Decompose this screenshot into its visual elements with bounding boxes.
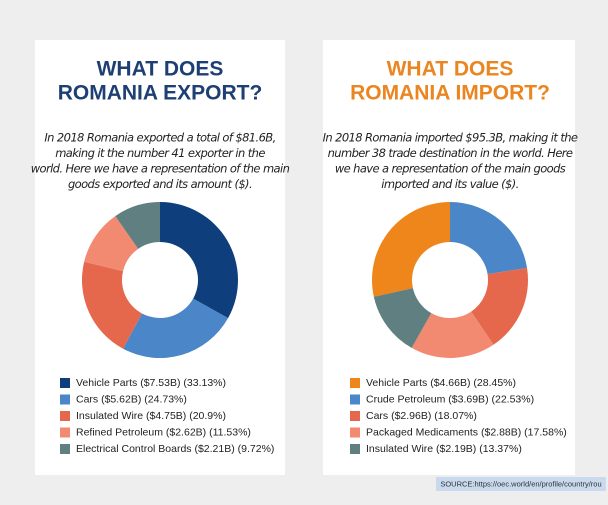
- chart-subtitle: imported and its value ($).: [381, 177, 518, 191]
- legend-label: Packaged Medicaments ($2.88B) (17.58%): [366, 426, 567, 438]
- donut-slice: [471, 267, 529, 345]
- donut-slice: [411, 311, 494, 358]
- import-card: [323, 40, 575, 475]
- chart-title: ROMANIA EXPORT?: [58, 82, 263, 105]
- legend-swatch: [350, 427, 360, 438]
- donut-slice: [82, 261, 142, 349]
- chart-subtitle: world. Here we have a representation of …: [31, 162, 290, 176]
- source-box: [436, 477, 606, 491]
- legend-swatch: [350, 411, 360, 421]
- legend-swatch: [60, 394, 70, 405]
- chart-subtitle: making it the number 41 exporter in the: [55, 146, 265, 160]
- donut-slice: [372, 202, 450, 297]
- source: SOURCE:https://oec.world/en/profile/coun…: [440, 479, 601, 488]
- legend-label: Cars ($5.62B) (24.73%): [76, 393, 187, 405]
- legend-swatch: [350, 394, 360, 405]
- legend-label: Electrical Control Boards ($2.21B) (9.72…: [76, 443, 274, 455]
- legend-swatch: [350, 444, 360, 454]
- export-card: [35, 40, 285, 475]
- legend-label: Vehicle Parts ($7.53B) (33.13%): [76, 377, 226, 389]
- legend-label: Cars ($2.96B) (18.07%): [366, 410, 477, 422]
- legend-label: Insulated Wire ($2.19B) (13.37%): [366, 443, 522, 455]
- legend-swatch: [60, 427, 70, 438]
- donut-slice: [123, 298, 229, 358]
- donut-slice: [84, 216, 139, 272]
- chart-subtitle: In 2018 Romania imported $95.3B, making …: [323, 131, 578, 145]
- chart-title: WHAT DOES: [387, 58, 514, 81]
- legend-label: Vehicle Parts ($4.66B) (28.45%): [366, 377, 516, 389]
- chart-subtitle: number 38 trade destination in the world…: [328, 146, 573, 160]
- legend-swatch: [60, 444, 70, 454]
- legend-swatch: [60, 378, 70, 388]
- chart-subtitle: we have a representation of the main goo…: [335, 162, 566, 176]
- donut-slice: [373, 288, 432, 348]
- donut-slice: [160, 202, 239, 319]
- legend-label: Refined Petroleum ($2.62B) (11.53%): [76, 426, 251, 438]
- chart-title: ROMANIA IMPORT?: [350, 82, 550, 105]
- legend-label: Crude Petroleum ($3.69B) (22.53%): [366, 393, 534, 405]
- chart-title: WHAT DOES: [97, 58, 224, 81]
- legend-label: Insulated Wire ($4.75B) (20.9%): [76, 410, 226, 422]
- donut-slice: [115, 202, 160, 249]
- legend-swatch: [60, 411, 70, 421]
- chart-subtitle: goods exported and its amount ($).: [68, 177, 252, 191]
- donut-slice: [450, 202, 528, 275]
- legend-swatch: [350, 378, 360, 388]
- chart-subtitle: In 2018 Romania exported a total of $81.…: [44, 131, 275, 145]
